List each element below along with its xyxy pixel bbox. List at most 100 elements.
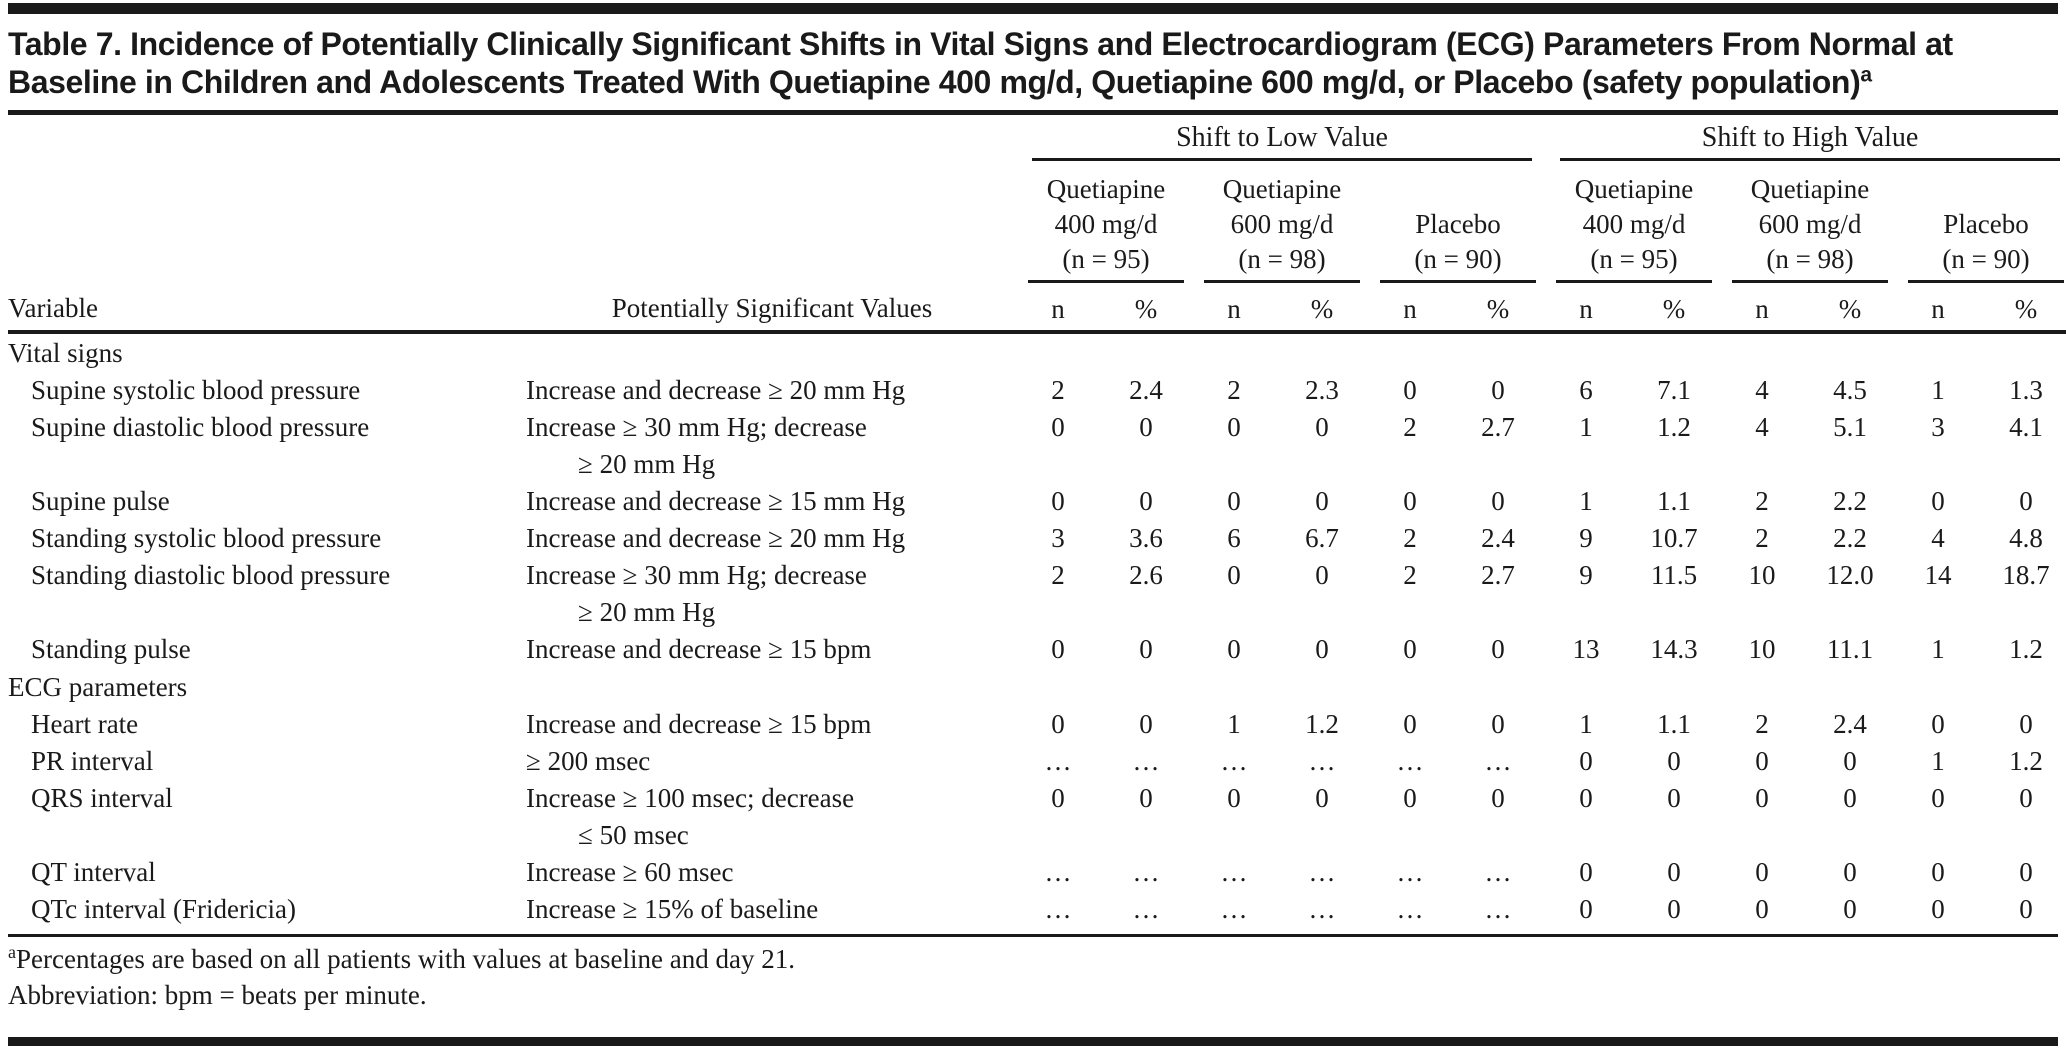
row-criteria: Increase and decrease ≥ 20 mm Hg [526, 520, 1018, 557]
row-variable: Standing systolic blood pressure [31, 523, 382, 553]
cell-percent: … [1484, 746, 1512, 776]
cell-n: 10 [1748, 634, 1776, 664]
row-criteria: Increase and decrease ≥ 15 bpm [526, 706, 1018, 743]
cell-percent: 7.1 [1657, 375, 1691, 405]
cell-percent: 0 [1843, 857, 1857, 887]
row-variable: Supine pulse [31, 486, 170, 516]
bottom-rule [8, 1037, 2058, 1046]
cell-percent: 0 [1315, 412, 1329, 442]
cell-percent: 1.2 [2009, 634, 2043, 664]
group-quetiapine-600-high: Quetiapine 600 mg/d (n = 98) [1722, 161, 1898, 283]
cell-percent: 0 [1667, 857, 1681, 887]
cell-percent: … [1132, 857, 1160, 887]
title-rule [8, 110, 2058, 115]
cell-n: 0 [1931, 783, 1945, 813]
criteria-line: Increase ≥ 30 mm Hg; decrease [526, 412, 867, 442]
cell-n: 0 [1051, 783, 1065, 813]
criteria-line: Increase and decrease ≥ 15 bpm [526, 709, 872, 739]
table-row: QRS interval Increase ≥ 100 msec; decreas… [8, 780, 2066, 854]
group-line: Quetiapine [1046, 174, 1166, 204]
cell-percent: 11.5 [1650, 560, 1698, 590]
table-row: Heart rate Increase and decrease ≥ 15 bpm… [8, 706, 2066, 743]
row-criteria: Increase and decrease ≥ 15 mm Hg [526, 483, 1018, 520]
table-row: PR interval ≥ 200 msec … … … … … … 0 0 0 0 1 1.2 [8, 743, 2066, 780]
subheader-pct: % [1802, 283, 1898, 334]
cell-n: 4 [1931, 523, 1945, 553]
cell-percent: … [1132, 894, 1160, 924]
cell-n: 0 [1931, 709, 1945, 739]
cell-n: 3 [1051, 523, 1065, 553]
cell-n: 2 [1403, 523, 1417, 553]
cell-n: 14 [1924, 560, 1952, 590]
cell-n: 2 [1051, 375, 1065, 405]
table-row: Standing pulse Increase and decrease ≥ 15… [8, 631, 2066, 668]
footnote-marker: a [8, 942, 16, 962]
cell-n: … [1220, 746, 1248, 776]
cell-percent: 0 [1139, 634, 1153, 664]
cell-percent: 0 [2019, 894, 2033, 924]
table-row: Supine diastolic blood pressure Increase … [8, 409, 2066, 483]
cell-n: 0 [1403, 486, 1417, 516]
cell-n: 1 [1579, 709, 1593, 739]
group-quetiapine-400-low: Quetiapine 400 mg/d (n = 95) [1018, 161, 1194, 283]
group-quetiapine-400-high: Quetiapine 400 mg/d (n = 95) [1546, 161, 1722, 283]
group-line: 400 mg/d [1582, 209, 1686, 239]
cell-percent: 1.1 [1657, 486, 1691, 516]
cell-n: 9 [1579, 560, 1593, 590]
cell-n: 10 [1748, 560, 1776, 590]
table-row: QTc interval (Fridericia) Increase ≥ 15% … [8, 891, 2066, 928]
cell-n: 0 [1579, 783, 1593, 813]
row-criteria: ≥ 200 msec [526, 743, 1018, 780]
group-line: 600 mg/d [1230, 209, 1334, 239]
footnote-text: Abbreviation: bpm = beats per minute. [8, 980, 427, 1010]
cell-percent: 3.6 [1129, 523, 1163, 553]
significant-shifts-table: Variable Potentially Significant Values … [8, 115, 2066, 928]
cell-percent: 0 [1843, 746, 1857, 776]
table-title: Table 7. Incidence of Potentially Clinic… [8, 25, 2058, 101]
subheader-pct: % [1978, 283, 2066, 334]
group-line: Quetiapine [1222, 174, 1342, 204]
cell-n: 1 [1579, 412, 1593, 442]
cell-percent: 0 [1667, 746, 1681, 776]
subheader-n: n [1546, 283, 1626, 334]
cell-percent: 0 [1843, 783, 1857, 813]
criteria-line: Increase and decrease ≥ 15 mm Hg [526, 486, 906, 516]
group-line: (n = 98) [1238, 244, 1326, 274]
cell-n: 1 [1931, 634, 1945, 664]
cell-n: 0 [1579, 894, 1593, 924]
table-body: Vital signs Supine systolic blood pressur… [8, 332, 2066, 928]
cell-percent: … [1308, 894, 1336, 924]
cell-percent: 0 [1491, 486, 1505, 516]
cell-n: 1 [1931, 746, 1945, 776]
criteria-line: Increase ≥ 100 msec; decrease [526, 783, 855, 813]
group-quetiapine-600-low: Quetiapine 600 mg/d (n = 98) [1194, 161, 1370, 283]
cell-n: 9 [1579, 523, 1593, 553]
subheader-n: n [1194, 283, 1274, 334]
table-row: QT interval Increase ≥ 60 msec … … … … … … 0 0 0 0 0… [8, 854, 2066, 891]
cell-percent: 0 [1139, 412, 1153, 442]
cell-percent: 0 [1843, 894, 1857, 924]
cell-percent: 0 [1491, 709, 1505, 739]
group-line: Quetiapine [1574, 174, 1694, 204]
subheader-pct: % [1274, 283, 1370, 334]
cell-n: 0 [1579, 857, 1593, 887]
cell-percent: 0 [1491, 783, 1505, 813]
cell-n: 2 [1051, 560, 1065, 590]
cell-percent: 5.1 [1833, 412, 1867, 442]
subheader-n: n [1370, 283, 1450, 334]
column-header-variable: Variable [8, 115, 526, 334]
row-criteria: Increase and decrease ≥ 15 bpm [526, 631, 1018, 668]
criteria-line: ≥ 20 mm Hg [578, 449, 716, 479]
criteria-line: Increase and decrease ≥ 20 mm Hg [526, 375, 906, 405]
cell-n: 0 [1931, 857, 1945, 887]
cell-percent: 2.4 [1833, 709, 1867, 739]
cell-n: … [1396, 857, 1424, 887]
footnote-text: Percentages are based on all patients wi… [16, 944, 795, 974]
cell-n: 4 [1755, 375, 1769, 405]
cell-n: 2 [1403, 412, 1417, 442]
cell-n: 0 [1227, 412, 1241, 442]
cell-n: 1 [1579, 486, 1593, 516]
cell-n: 0 [1755, 894, 1769, 924]
group-placebo-high: Placebo (n = 90) [1898, 161, 2066, 283]
group-line: (n = 98) [1766, 244, 1854, 274]
